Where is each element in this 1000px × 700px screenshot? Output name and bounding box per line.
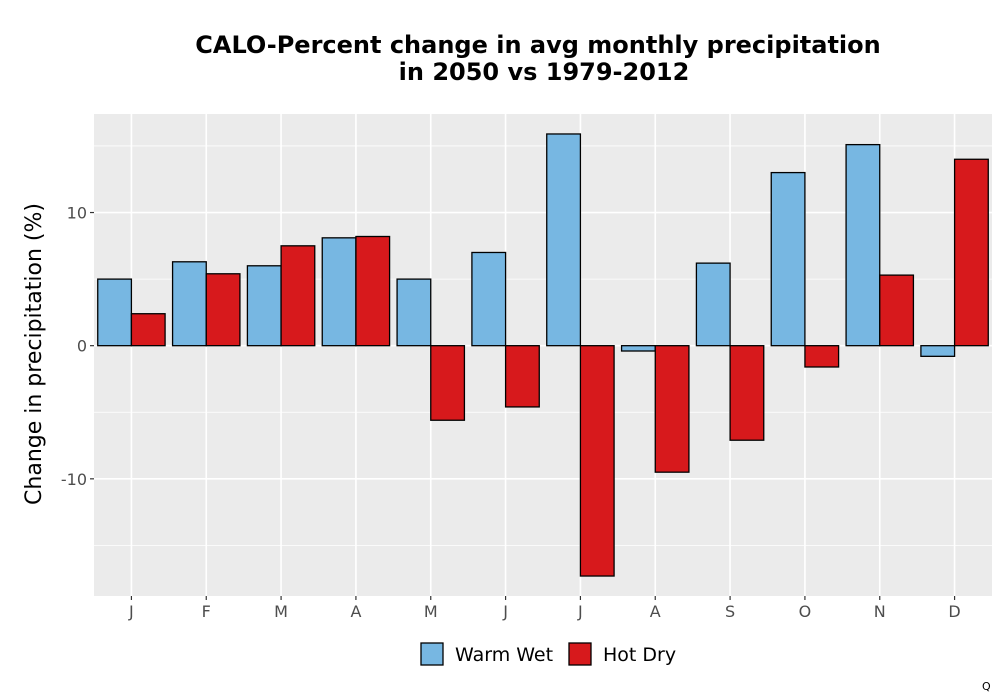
y-tick-label: 10 bbox=[67, 204, 87, 223]
chart-title-line2: in 2050 vs 1979-2012 bbox=[399, 58, 690, 86]
bar-hot-dry bbox=[355, 235, 391, 347]
bar-warm-wet bbox=[396, 278, 432, 347]
x-tick-label: A bbox=[650, 602, 661, 621]
bar-hot-dry bbox=[280, 245, 316, 347]
legend-swatch-hot-dry bbox=[568, 642, 592, 666]
legend-label-warm-wet: Warm Wet bbox=[455, 644, 553, 666]
bars bbox=[97, 133, 989, 577]
x-tick-label: J bbox=[577, 602, 583, 621]
bar-hot-dry bbox=[504, 345, 540, 408]
bar-hot-dry bbox=[205, 273, 241, 347]
x-tick-label: N bbox=[874, 602, 886, 621]
x-tick-label: D bbox=[948, 602, 960, 621]
y-axis-label: Change in precipitation (%) bbox=[22, 203, 47, 505]
x-tick-label: J bbox=[502, 602, 508, 621]
bar-hot-dry bbox=[430, 345, 466, 421]
bar-warm-wet bbox=[620, 345, 656, 352]
bar-warm-wet bbox=[171, 261, 207, 347]
bar-warm-wet bbox=[770, 171, 806, 347]
y-tick-label: -10 bbox=[61, 470, 87, 489]
x-tick-label: M bbox=[424, 602, 438, 621]
bar-hot-dry bbox=[579, 345, 615, 577]
bar-hot-dry bbox=[804, 345, 840, 368]
y-axis: -10 0 10 bbox=[61, 204, 94, 489]
legend-label-hot-dry: Hot Dry bbox=[603, 644, 676, 666]
bar-hot-dry bbox=[729, 345, 765, 441]
x-tick-label: F bbox=[202, 602, 211, 621]
bar-warm-wet bbox=[321, 237, 357, 347]
bar-warm-wet bbox=[920, 345, 956, 357]
x-tick-label: S bbox=[725, 602, 735, 621]
bar-warm-wet bbox=[471, 251, 507, 347]
legend: Warm Wet Hot Dry bbox=[420, 642, 676, 666]
bar-hot-dry bbox=[953, 158, 989, 347]
bar-hot-dry bbox=[654, 345, 690, 473]
bar-hot-dry bbox=[130, 313, 166, 347]
plot-panel bbox=[94, 114, 992, 596]
chart-title-line1: CALO-Percent change in avg monthly preci… bbox=[195, 31, 880, 59]
bar-warm-wet bbox=[845, 143, 881, 347]
bar-hot-dry bbox=[879, 274, 915, 347]
bar-warm-wet bbox=[695, 262, 731, 347]
x-tick-label: O bbox=[799, 602, 812, 621]
y-tick-label: 0 bbox=[77, 337, 87, 356]
corner-mark: Q bbox=[982, 680, 991, 693]
x-tick-label: J bbox=[128, 602, 134, 621]
x-tick-label: A bbox=[350, 602, 361, 621]
x-tick-label: M bbox=[274, 602, 288, 621]
legend-swatch-warm-wet bbox=[420, 642, 444, 666]
bar-warm-wet bbox=[546, 133, 582, 347]
bar-warm-wet bbox=[246, 265, 282, 347]
bar-warm-wet bbox=[97, 278, 133, 347]
